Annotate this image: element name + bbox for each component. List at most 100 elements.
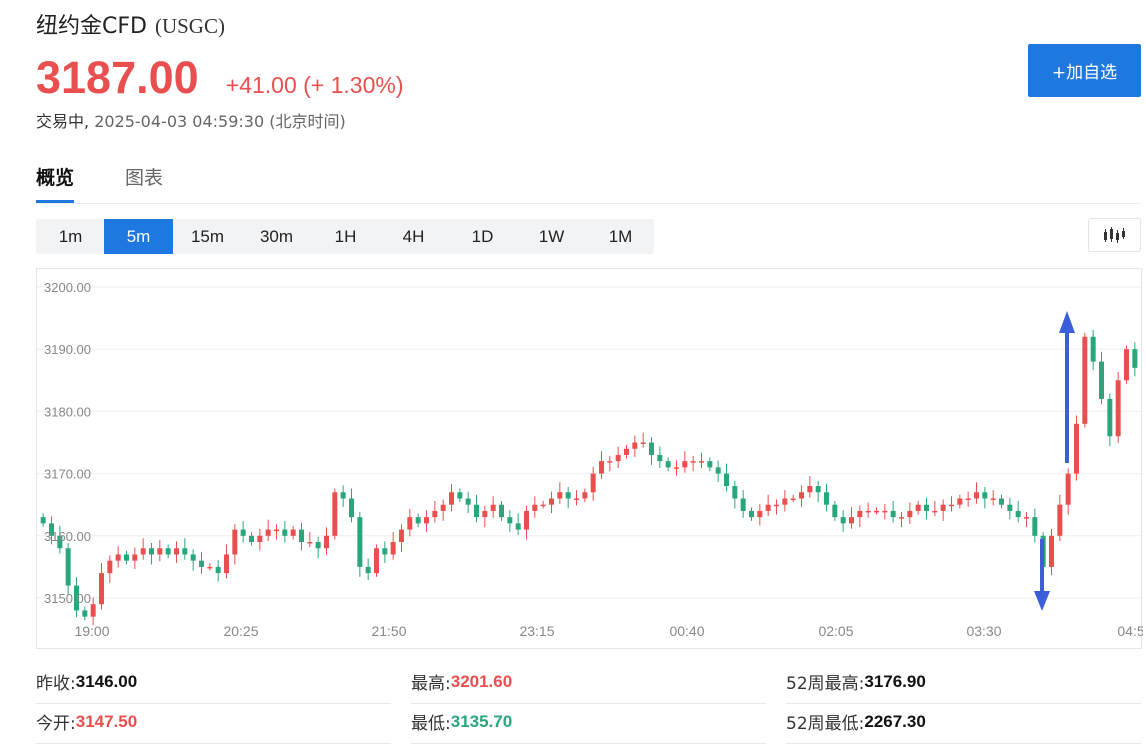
candle-body: [932, 510, 938, 513]
candle-layer: [40, 329, 1138, 626]
y-tick-label: 3170.00: [44, 467, 91, 482]
candle-body: [724, 473, 729, 487]
stat-value: 2267.30: [864, 711, 926, 731]
candle-body: [1024, 517, 1029, 519]
candle-body: [740, 498, 746, 511]
candle-body: [99, 573, 104, 605]
candle-body: [424, 517, 429, 524]
candle-body: [107, 560, 113, 574]
x-tick-label: 04:5: [1117, 623, 1143, 639]
candle-body: [1049, 535, 1054, 567]
candle-body: [674, 467, 679, 469]
candle-body: [624, 448, 629, 455]
candle-body: [90, 604, 96, 617]
x-tick-label: 21:50: [371, 623, 406, 639]
candle-body: [865, 510, 871, 513]
candle-body: [757, 510, 763, 518]
candle-body: [607, 461, 613, 463]
candle-body: [690, 461, 696, 463]
candle-body: [315, 542, 321, 549]
candlestick-chart: 3200.00 3190.00 3180.00 3170.00 3160.00 3150.…: [37, 280, 1143, 639]
candle-body: [482, 510, 488, 518]
instrument-name: 纽约金CFD: [36, 14, 147, 39]
candle-body: [140, 548, 146, 555]
candle-body: [824, 492, 829, 505]
candle-body: [990, 498, 996, 500]
candle-body: [949, 504, 954, 507]
stat-52w-low: 52周最低: 2267.30: [786, 700, 1141, 744]
candle-body: [1015, 510, 1021, 518]
stat-prev-close: 昨收: 3146.00: [36, 660, 391, 704]
candle-body: [924, 504, 929, 511]
candle-body: [124, 554, 129, 561]
stat-label: 52周最高:: [786, 674, 865, 694]
add-to-watchlist-button[interactable]: +加自选: [1028, 44, 1141, 97]
candle-body: [40, 517, 46, 524]
stat-label: 最低:: [411, 714, 451, 734]
candle-body: [899, 517, 904, 519]
chart-type-button[interactable]: [1088, 218, 1141, 252]
interval-1h[interactable]: 1H: [334, 226, 357, 246]
candle-body: [849, 517, 854, 524]
x-tick-label: 20:25: [223, 623, 258, 639]
candle-body: [374, 548, 379, 574]
candle-body: [1065, 473, 1071, 505]
candle-body: [682, 461, 688, 468]
interval-5m[interactable]: 5m: [104, 219, 173, 254]
candle-body: [840, 517, 846, 524]
candle-body: [307, 542, 313, 544]
candle-body: [199, 560, 204, 567]
candle-body: [749, 510, 754, 518]
candle-body: [257, 535, 263, 543]
arrow-layer: [1034, 311, 1075, 611]
candlestick-icon: [1103, 227, 1125, 243]
grid-layer: [37, 286, 1143, 599]
candle-body: [265, 529, 271, 536]
instrument-title: 纽约金CFD (USGC): [36, 8, 225, 40]
candle-body: [832, 504, 838, 518]
interval-30m[interactable]: 30m: [259, 226, 294, 246]
stat-label: 52周最低:: [786, 714, 865, 734]
interval-15m[interactable]: 15m: [190, 226, 225, 246]
interval-1m[interactable]: 1m: [58, 226, 83, 246]
candle-body: [999, 498, 1004, 505]
last-price: 3187.00: [36, 52, 199, 103]
candle-body: [790, 498, 796, 500]
candle-body: [590, 473, 596, 493]
price-chart[interactable]: 3200.00 3190.00 3180.00 3170.00 3160.00 3150.…: [36, 268, 1143, 649]
interval-1mo[interactable]: 1M: [608, 226, 633, 246]
candle-body: [1124, 349, 1129, 381]
x-tick-label: 00:40: [669, 623, 704, 639]
candle-body: [407, 517, 413, 530]
candle-body: [215, 566, 221, 574]
candle-body: [765, 504, 771, 511]
stat-label: 昨收:: [36, 674, 76, 694]
stat-value: 3201.60: [450, 671, 513, 691]
tab-chart[interactable]: 图表: [125, 167, 164, 189]
stat-open: 今开: 3147.50: [36, 700, 391, 744]
candle-body: [732, 486, 738, 499]
candle-body: [774, 504, 779, 507]
candle-body: [474, 504, 479, 518]
candle-body: [390, 542, 396, 555]
candle-body: [540, 504, 546, 507]
candle-body: [1090, 336, 1096, 362]
candle-body: [274, 529, 279, 532]
candle-body: [324, 535, 329, 549]
candle-body: [532, 504, 538, 511]
tab-overview[interactable]: 概览: [36, 163, 75, 203]
candle-body: [507, 517, 513, 524]
interval-selector: 1m 5m 15m 30m 1H 4H 1D 1W 1M: [36, 219, 654, 254]
candle-body: [807, 486, 813, 493]
candle-body: [224, 554, 229, 574]
candle-body: [565, 492, 571, 499]
interval-1d[interactable]: 1D: [471, 226, 494, 246]
interval-4h[interactable]: 4H: [402, 226, 425, 246]
candle-body: [457, 492, 463, 499]
candle-body: [115, 554, 121, 561]
candle-body: [190, 554, 196, 561]
candle-body: [207, 566, 213, 569]
candle-body: [282, 529, 288, 536]
candle-body: [524, 510, 529, 530]
interval-1w[interactable]: 1W: [538, 226, 565, 246]
